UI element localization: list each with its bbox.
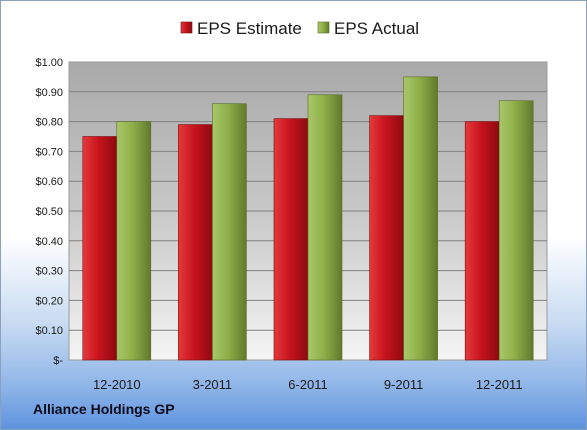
bar-eps-actual [212,103,247,361]
y-tick-label: $0.20 [35,295,63,307]
bar-eps-estimate [464,121,500,361]
y-tick-label: $0.60 [35,176,63,188]
x-tick-label: 6-2011 [288,377,328,392]
y-tick-label: $0.50 [35,206,63,218]
bar-eps-estimate [273,118,309,361]
bar-eps-estimate [82,136,118,361]
y-tick-label: $0.10 [35,325,63,337]
bar-eps-estimate [369,115,404,361]
company-label: Alliance Holdings GP [33,401,175,417]
x-tick-label: 12-2010 [93,377,141,392]
x-axis: 12-2010 3-2011 6-2011 9-2011 12-2011 [93,377,523,392]
y-tick-label: $0.80 [35,117,63,129]
bar-eps-actual [116,121,152,361]
x-tick-label: 12-2011 [476,377,523,392]
x-tick-label: 3-2011 [193,377,233,392]
y-tick-label: $0.40 [35,236,63,248]
y-tick-label: $1.00 [35,57,63,69]
bar-eps-actual [307,94,343,361]
y-tick-label: $0.90 [35,87,63,99]
legend-label: EPS Estimate [197,19,302,38]
bars [82,76,534,361]
bar-eps-actual [403,76,438,361]
bar-eps-actual [498,100,534,361]
legend: EPS Estimate EPS Actual [180,19,419,38]
x-tick-label: 9-2011 [384,377,424,392]
y-tick-label: $0.70 [35,146,63,158]
bar-eps-estimate [178,124,213,361]
legend-swatch [317,21,330,34]
y-tick-label: $0.30 [35,266,63,278]
legend-swatch [180,21,193,34]
y-tick-label: $- [53,355,63,367]
y-axis: $- $0.10 $0.20 $0.30 $0.40 $0.50 $0.60 $0.70 $0.… [35,57,63,367]
legend-label: EPS Actual [334,19,419,38]
